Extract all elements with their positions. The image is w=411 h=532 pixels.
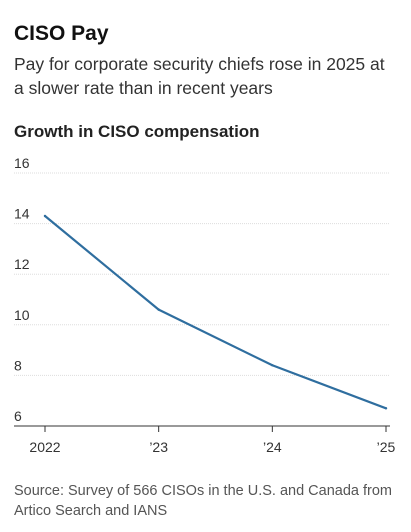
x-axis	[14, 425, 390, 432]
x-tick-label: ’24	[263, 439, 282, 455]
page-subtitle: Pay for corporate security chiefs rose i…	[14, 54, 385, 98]
x-tick-labels: 2022 ’23 ’24 ’25	[29, 439, 395, 455]
grid-lines	[14, 172, 390, 376]
y-tick-label: 6	[14, 408, 22, 424]
y-tick-label: 14	[14, 206, 30, 222]
data-point	[157, 308, 160, 311]
x-tick-label: ’25	[377, 439, 396, 455]
series-layer	[43, 214, 388, 410]
y-tick-labels: 6 8 10 12 14 16	[14, 155, 30, 424]
y-tick-label: 8	[14, 357, 22, 373]
x-tick-label: 2022	[29, 439, 60, 455]
data-point	[271, 364, 274, 367]
x-tick-label: ’23	[149, 439, 168, 455]
chart-heading: Growth in CISO compensation	[14, 122, 260, 141]
y-tick-label: 10	[14, 307, 30, 323]
data-point	[384, 407, 388, 410]
y-tick-label: 16	[14, 155, 30, 171]
data-point	[43, 214, 47, 218]
source-note: Source: Survey of 566 CISOs in the U.S. …	[14, 483, 392, 519]
series-line	[43, 214, 388, 410]
page-title: CISO Pay	[14, 22, 109, 45]
line-chart: 6 8 10 12 14 16 2022 ’23 ’24 ’25	[14, 155, 396, 455]
y-tick-label: 12	[14, 256, 30, 272]
